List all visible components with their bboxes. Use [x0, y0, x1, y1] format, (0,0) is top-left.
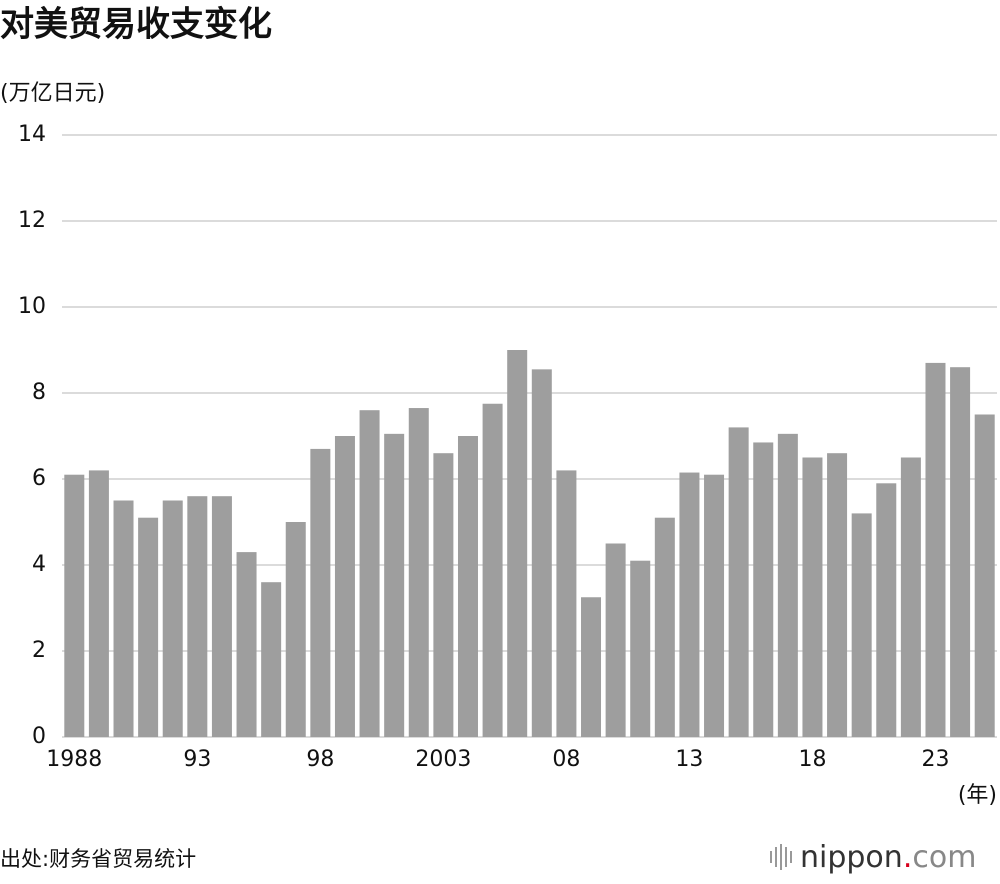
- bar: [777, 433, 798, 737]
- bar: [482, 403, 503, 737]
- bar: [64, 474, 85, 737]
- x-tick-label: 1988: [46, 747, 102, 772]
- bar: [876, 483, 897, 737]
- bar: [433, 453, 454, 737]
- x-tick-label: 08: [552, 747, 580, 772]
- bar: [88, 470, 109, 737]
- bar: [507, 350, 528, 737]
- y-tick-label: 10: [18, 294, 46, 319]
- bar: [974, 414, 995, 737]
- bar: [138, 517, 159, 737]
- bar: [556, 470, 577, 737]
- y-tick-label: 0: [32, 724, 46, 749]
- bar: [211, 496, 232, 737]
- bar: [334, 436, 355, 737]
- x-tick-label: 23: [921, 747, 949, 772]
- bar: [925, 362, 946, 737]
- y-tick-label: 8: [32, 380, 46, 405]
- bar: [457, 436, 478, 737]
- bar: [679, 472, 700, 737]
- y-tick-label: 14: [18, 122, 46, 147]
- logo-domain: com: [912, 840, 976, 875]
- bar: [581, 597, 602, 737]
- y-tick-label: 4: [32, 552, 46, 577]
- x-tick-label: 93: [183, 747, 211, 772]
- bar: [630, 560, 651, 737]
- x-tick-label: 18: [798, 747, 826, 772]
- x-tick-label: 2003: [415, 747, 471, 772]
- bar: [728, 427, 749, 737]
- bar: [359, 410, 380, 737]
- bar: [310, 448, 331, 737]
- bar: [531, 369, 552, 737]
- logo-bars: [770, 844, 792, 870]
- x-tick-label: 98: [306, 747, 334, 772]
- logo-name: nippon: [800, 840, 903, 875]
- bar: [162, 500, 183, 737]
- bar: [802, 457, 823, 737]
- x-tick-label: 13: [675, 747, 703, 772]
- bar: [384, 433, 405, 737]
- y-tick-label: 12: [18, 208, 46, 233]
- bar: [753, 442, 774, 737]
- y-axis-label: (万亿日元): [0, 81, 105, 106]
- bar: [950, 367, 971, 737]
- logo-dot: .: [903, 840, 913, 875]
- y-tick-label: 2: [32, 638, 46, 663]
- bar: [113, 500, 134, 737]
- bar: [261, 582, 282, 737]
- y-tick-label: 6: [32, 466, 46, 491]
- source: 出处:财务省贸易统计: [0, 847, 196, 871]
- bar: [187, 496, 208, 737]
- logo: nippon.com: [800, 840, 976, 875]
- bar: [704, 474, 725, 737]
- bar: [827, 453, 848, 737]
- bar: [654, 517, 675, 737]
- bar: [285, 522, 306, 737]
- bar: [851, 513, 872, 737]
- bar: [236, 552, 257, 737]
- x-axis-label: (年): [958, 783, 997, 808]
- bar: [900, 457, 921, 737]
- chart-title: 对美贸易收支变化: [0, 5, 272, 45]
- bar: [605, 543, 626, 737]
- bar: [408, 408, 429, 737]
